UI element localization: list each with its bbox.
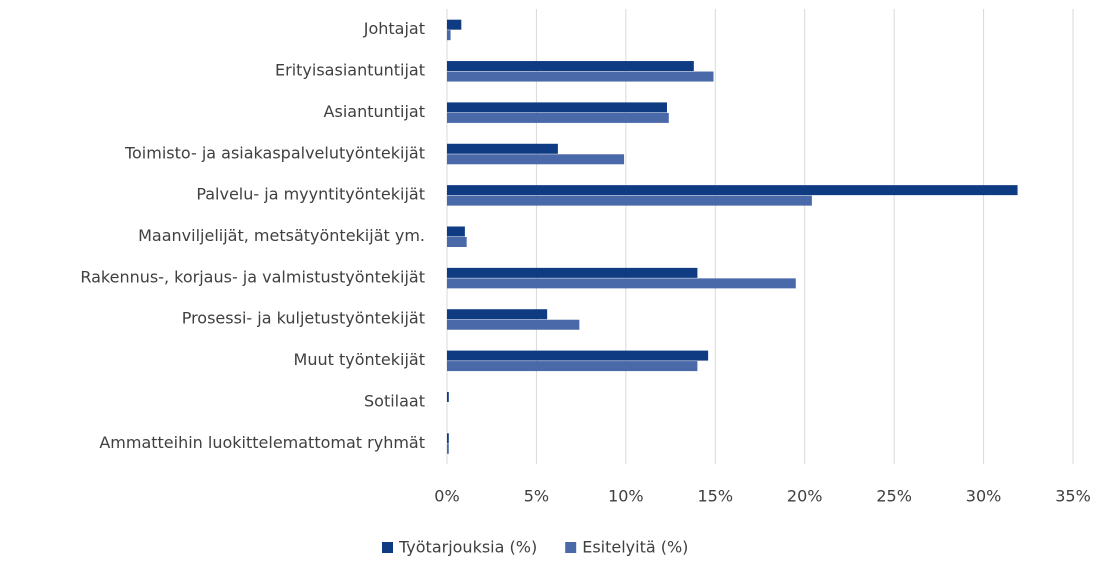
y-tick-label: Johtajat [363, 19, 425, 38]
bar [447, 319, 580, 330]
bar [447, 350, 709, 361]
legend-label: Työtarjouksia (%) [398, 538, 537, 557]
bar [447, 237, 467, 247]
x-tick-label: 10% [608, 487, 644, 506]
x-tick-label: 30% [966, 487, 1002, 506]
legend-swatch [382, 542, 393, 553]
legend-swatch [565, 542, 577, 553]
bar [447, 143, 558, 154]
bar [447, 61, 694, 72]
x-tick-label: 35% [1055, 487, 1091, 506]
y-tick-label: Toimisto- ja asiakaspalvelutyöntekijät [124, 143, 425, 162]
y-tick-label: Maanviljelijät, metsätyöntekijät ym. [138, 226, 425, 245]
bar [447, 185, 1018, 196]
bar [447, 391, 449, 402]
bar [447, 361, 698, 372]
x-tick-label: 0% [434, 487, 459, 506]
y-tick-label: Asiantuntijat [324, 102, 425, 121]
bar [447, 267, 698, 278]
bar [447, 71, 714, 82]
bar [447, 433, 449, 444]
x-tick-label: 15% [698, 487, 734, 506]
bar [447, 309, 548, 320]
y-tick-label: Palvelu- ja myyntityöntekijät [196, 185, 425, 204]
x-tick-label: 5% [524, 487, 549, 506]
bar [447, 195, 812, 206]
bar [447, 154, 625, 165]
bar [447, 30, 451, 41]
y-tick-label: Rakennus-, korjaus- ja valmistustyönteki… [80, 267, 425, 286]
x-tick-label: 20% [787, 487, 823, 506]
bar [447, 226, 465, 237]
y-tick-label: Muut työntekijät [294, 350, 425, 369]
y-tick-label: Prosessi- ja kuljetustyöntekijät [182, 309, 425, 328]
y-tick-label: Ammatteihin luokittelemattomat ryhmät [99, 433, 425, 452]
bar [447, 112, 669, 123]
x-tick-label: 25% [876, 487, 912, 506]
legend-label: Esitelyitä (%) [582, 538, 688, 557]
bar [447, 278, 796, 289]
bar [447, 443, 449, 454]
y-tick-label: Sotilaat [364, 391, 425, 410]
bar [447, 102, 667, 113]
bar [447, 19, 462, 30]
y-tick-label: Erityisasiantuntijat [275, 61, 425, 80]
